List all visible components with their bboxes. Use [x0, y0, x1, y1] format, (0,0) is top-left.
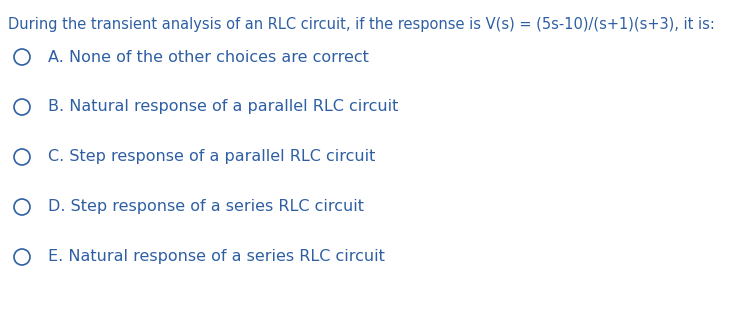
Text: B. Natural response of a parallel RLC circuit: B. Natural response of a parallel RLC ci…: [48, 99, 399, 114]
Text: E. Natural response of a series RLC circuit: E. Natural response of a series RLC circ…: [48, 250, 385, 265]
Text: A. None of the other choices are correct: A. None of the other choices are correct: [48, 49, 369, 64]
Text: D. Step response of a series RLC circuit: D. Step response of a series RLC circuit: [48, 199, 364, 215]
Text: C. Step response of a parallel RLC circuit: C. Step response of a parallel RLC circu…: [48, 149, 376, 164]
Text: During the transient analysis of an RLC circuit, if the response is V(s) = (5s-1: During the transient analysis of an RLC …: [8, 17, 715, 32]
